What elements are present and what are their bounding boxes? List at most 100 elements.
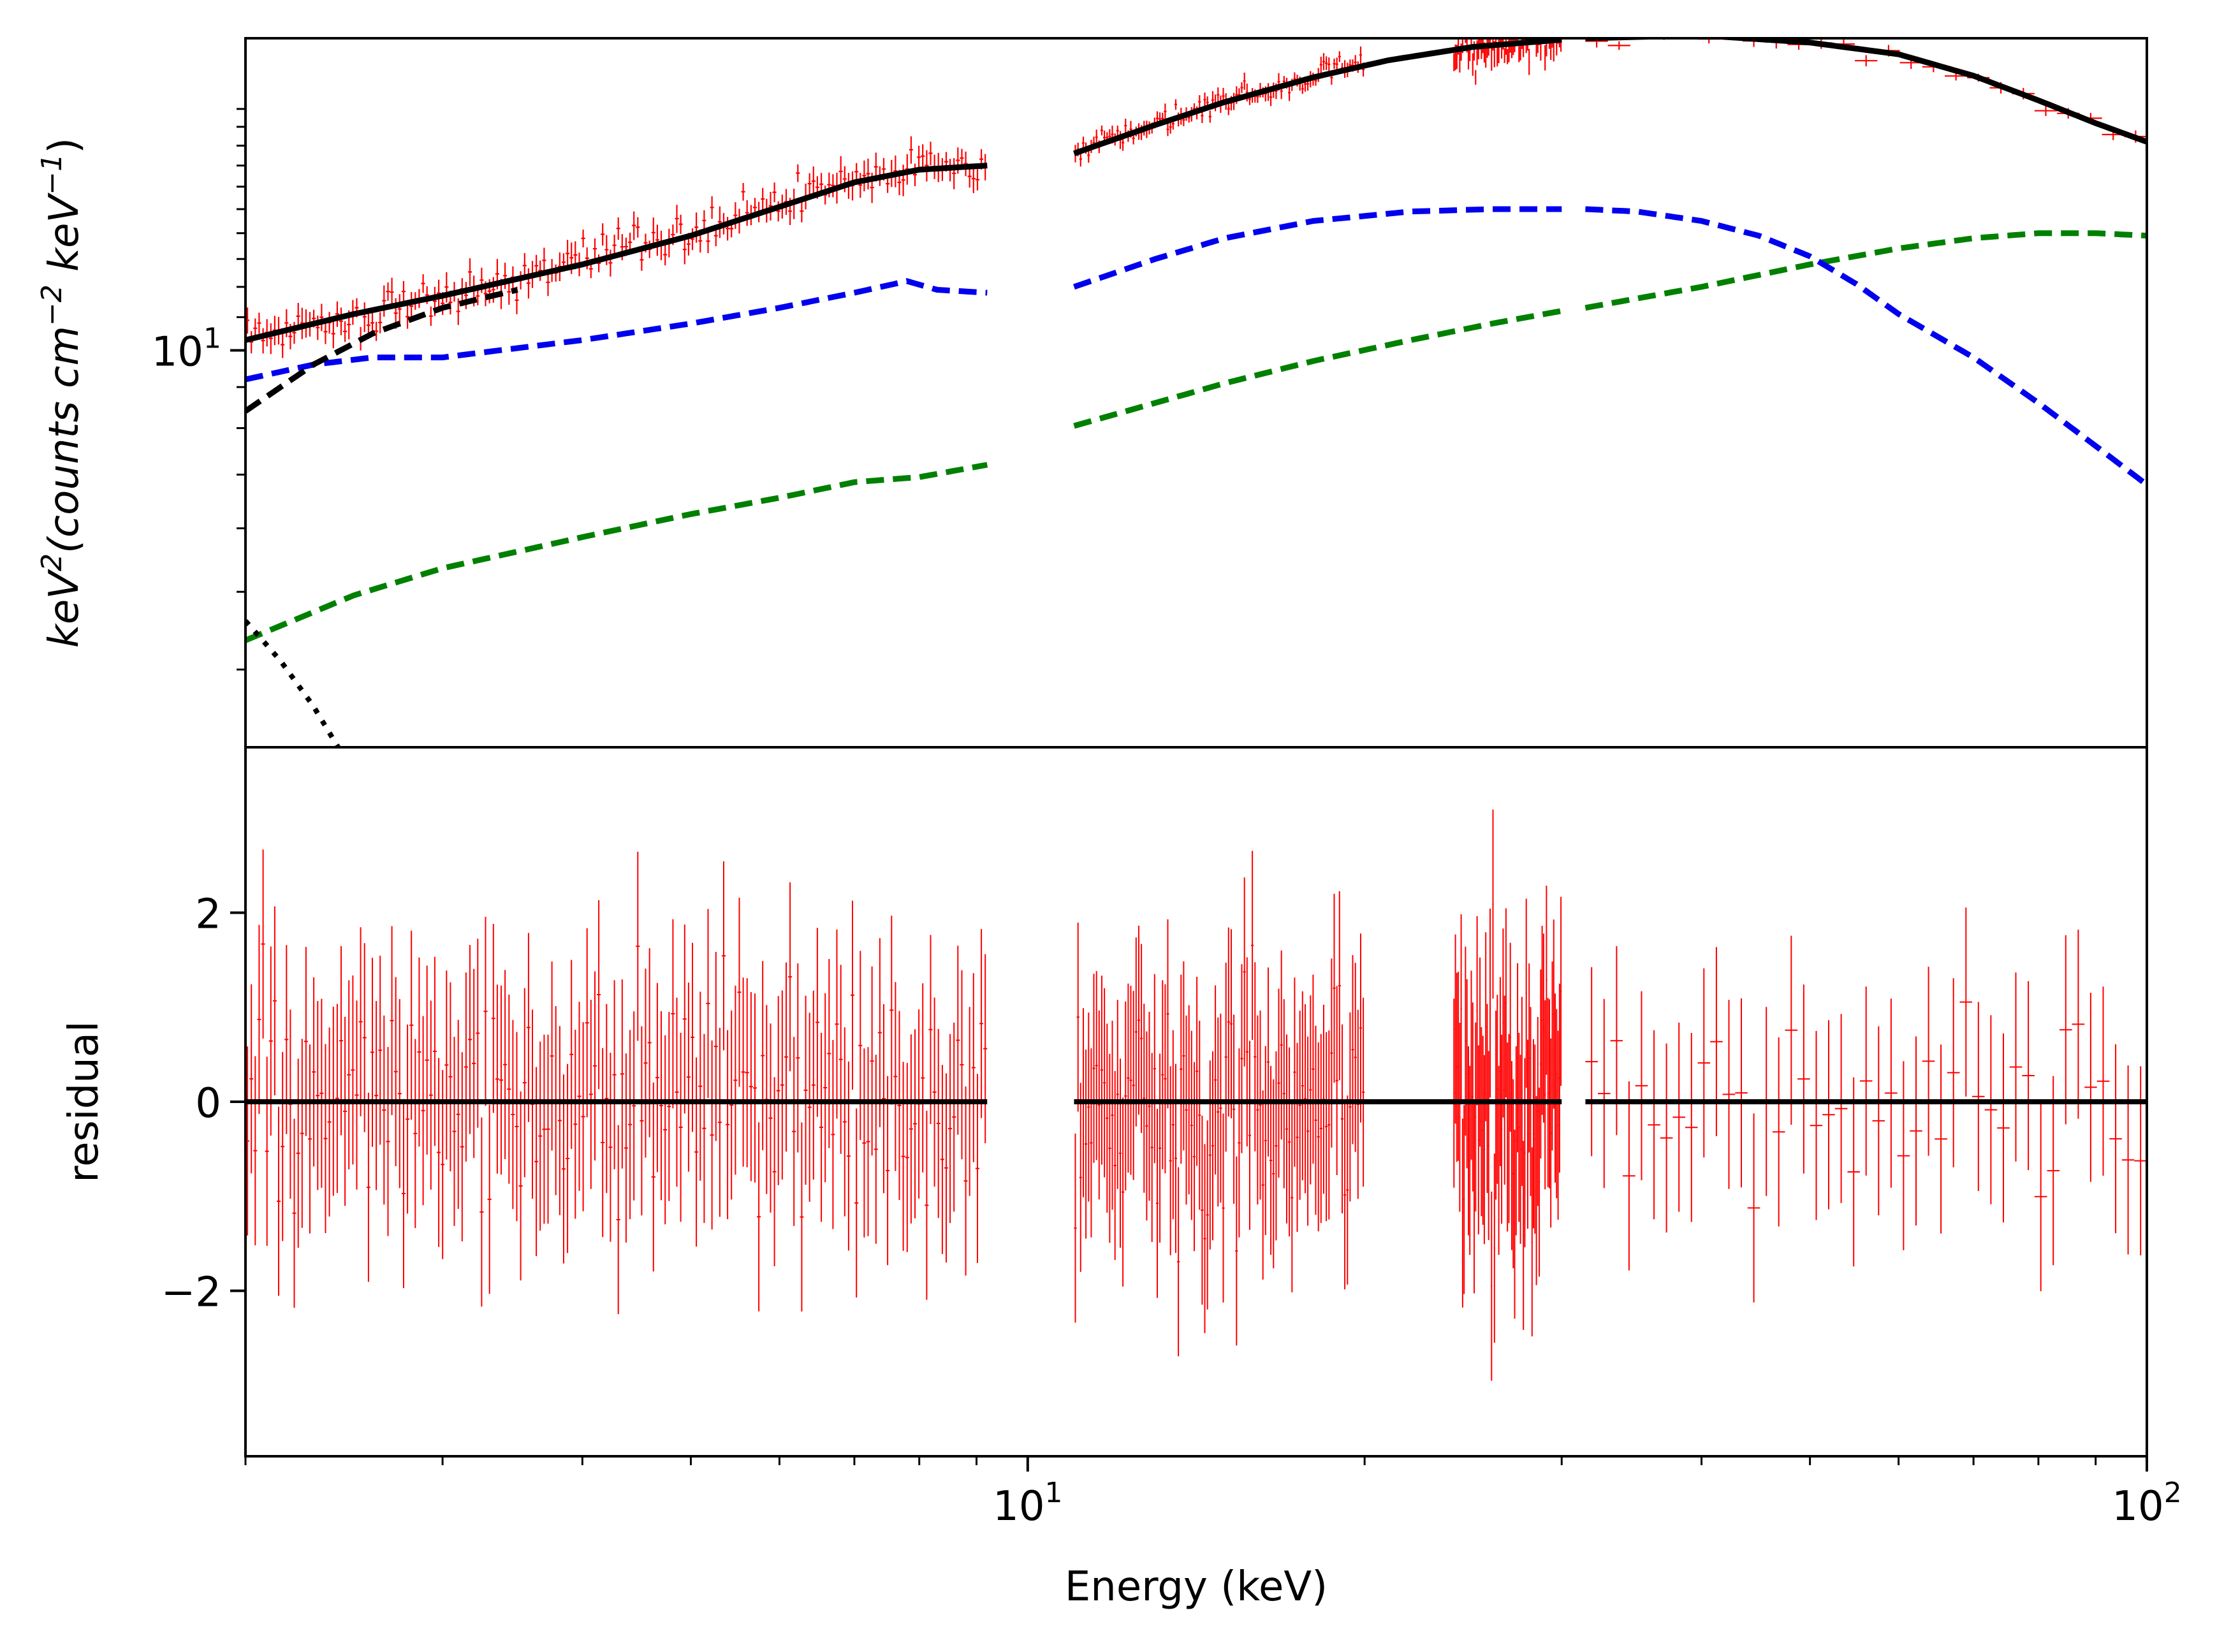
data-point xyxy=(807,173,812,194)
residual-point xyxy=(522,988,527,1178)
residual-point xyxy=(569,960,574,1149)
residual-point xyxy=(726,1030,730,1220)
residual-point xyxy=(682,925,687,1114)
residual-point xyxy=(936,1028,940,1218)
residual-point xyxy=(1697,968,1711,1158)
residual-point xyxy=(2022,981,2035,1171)
residual-point xyxy=(1585,967,1598,1157)
data-point xyxy=(456,298,460,325)
residual-point xyxy=(1508,1034,1510,1224)
residual-point xyxy=(796,963,800,1153)
residual-point xyxy=(1137,925,1140,1115)
residual-point xyxy=(444,970,449,1160)
residual-point xyxy=(819,1032,824,1222)
residual-point xyxy=(432,956,437,1146)
data-point xyxy=(971,164,976,193)
residual-point xyxy=(667,1012,671,1201)
residual-point xyxy=(1108,1053,1111,1243)
residual-point xyxy=(1291,1103,1294,1292)
residual-point xyxy=(1166,919,1169,1109)
data-point xyxy=(1453,53,1455,71)
residual-point xyxy=(838,965,843,1154)
residual-point xyxy=(585,928,589,1118)
residual-point xyxy=(1560,896,1562,1086)
residual-point xyxy=(437,1058,441,1247)
residual-point xyxy=(1090,1048,1093,1238)
residual-point xyxy=(694,1057,699,1247)
total-model-line xyxy=(245,163,988,343)
residual-point xyxy=(1296,1042,1299,1232)
residual-point xyxy=(1523,1141,1525,1330)
data-point xyxy=(811,166,816,196)
residual-point xyxy=(1463,1105,1465,1294)
residual-point xyxy=(752,993,757,1183)
residual-point xyxy=(1547,998,1549,1187)
residual-point xyxy=(1475,1022,1477,1212)
residual-point xyxy=(2047,1076,2059,1266)
residual-point xyxy=(265,1056,269,1246)
residual-point xyxy=(1229,929,1233,1118)
residual-point xyxy=(355,1000,359,1190)
spectrum-y-ticks: 101 xyxy=(152,108,245,671)
residual-point xyxy=(316,1000,320,1190)
residual-point xyxy=(2134,1066,2147,1255)
residual-point xyxy=(557,1026,562,1215)
residual-point xyxy=(573,1030,578,1219)
residual-point xyxy=(1153,974,1156,1164)
residual-point xyxy=(1505,908,1507,1098)
residual-point xyxy=(675,997,679,1187)
residual-point xyxy=(417,957,421,1147)
residual-point xyxy=(882,1004,886,1194)
data-point xyxy=(909,136,913,164)
data-point xyxy=(691,228,695,251)
data-point xyxy=(257,312,261,334)
residual-point xyxy=(1465,946,1467,1136)
residual-point xyxy=(1514,1129,1516,1319)
residual-point xyxy=(854,1108,859,1297)
residual-point xyxy=(1203,1144,1206,1333)
residual-point xyxy=(2034,1102,2047,1292)
residual-point xyxy=(1177,1167,1180,1357)
residual-point xyxy=(2009,972,2023,1162)
residual-point xyxy=(1557,1030,1559,1220)
residual-point xyxy=(1314,1025,1317,1215)
residual-point xyxy=(842,1027,847,1217)
residual-plot-area xyxy=(245,809,2147,1381)
residual-point xyxy=(901,1062,905,1251)
residual-point xyxy=(772,1077,777,1266)
data-point xyxy=(1322,53,1325,71)
residual-point xyxy=(671,919,675,1109)
residual-point xyxy=(2096,986,2110,1176)
residual-point xyxy=(1535,1096,1537,1285)
data-point xyxy=(655,224,659,256)
residual-point xyxy=(1208,1060,1211,1250)
residual-point xyxy=(893,982,898,1171)
residual-point xyxy=(1346,1095,1349,1285)
residual-point xyxy=(651,1082,655,1272)
residual-point xyxy=(1277,988,1280,1178)
residual-point xyxy=(647,948,652,1137)
residual-point xyxy=(1534,1044,1536,1234)
data-point xyxy=(1607,41,1630,50)
data-point xyxy=(1208,110,1211,123)
residual-point xyxy=(1551,961,1553,1151)
residual-point xyxy=(921,983,925,1173)
residual-point xyxy=(2121,1065,2135,1255)
residual-point xyxy=(1233,1014,1236,1204)
residual-point xyxy=(1473,1104,1475,1294)
residual-point xyxy=(1261,1090,1264,1280)
data-point xyxy=(397,294,402,325)
data-point xyxy=(678,214,683,234)
data-point xyxy=(1496,46,1498,67)
data-point xyxy=(1227,102,1230,115)
residual-point xyxy=(538,1041,543,1231)
residual-point xyxy=(401,1099,406,1289)
residual-point xyxy=(1211,1051,1214,1241)
residual-point xyxy=(1280,950,1283,1140)
residual-point xyxy=(546,1034,550,1224)
residual-point xyxy=(620,979,624,1169)
model-comp-black-dashed xyxy=(245,287,518,414)
data-point xyxy=(1475,69,1477,85)
residual-point xyxy=(272,906,277,1095)
data-point xyxy=(1203,92,1206,107)
